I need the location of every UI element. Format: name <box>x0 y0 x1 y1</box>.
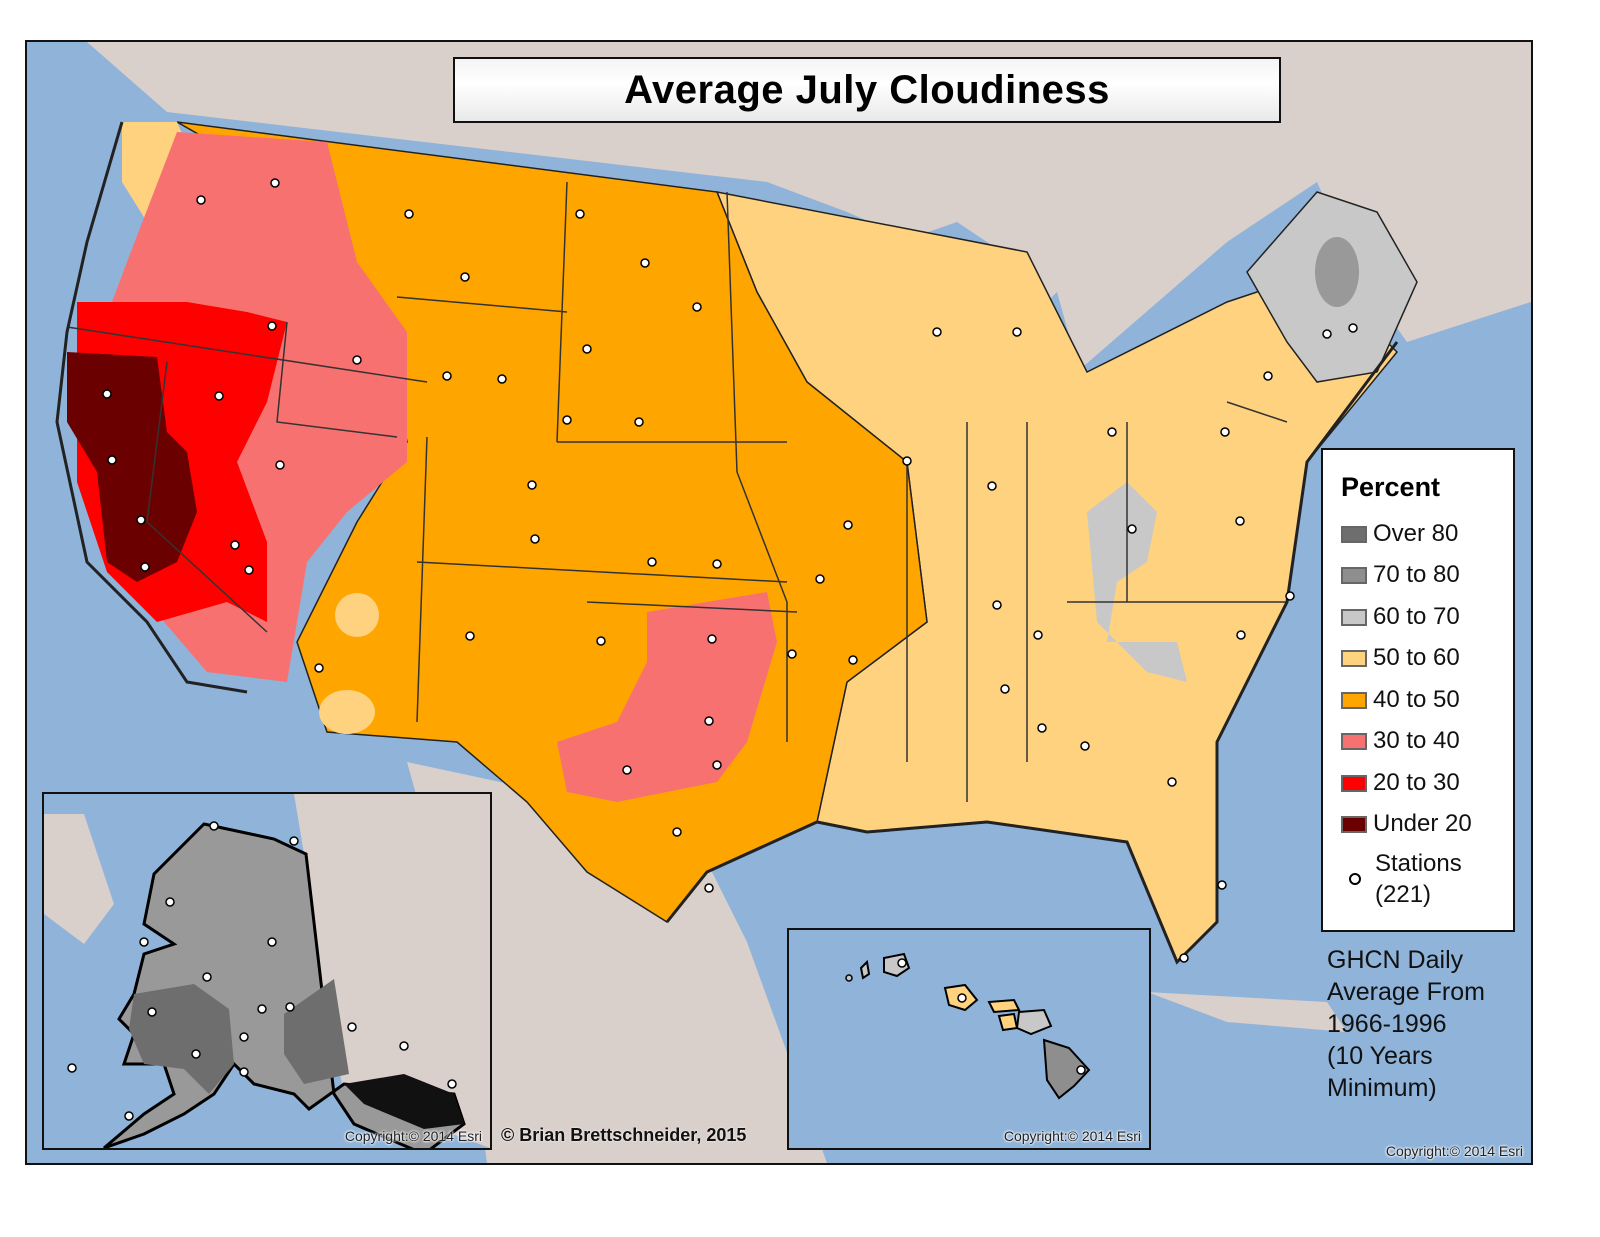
esri-credit-main: Copyright:© 2014 Esri <box>1385 1143 1523 1159</box>
legend-item-stations: Stations (221) <box>1341 848 1462 910</box>
hawaii-map <box>845 952 1091 1100</box>
station-dot-icon <box>1349 873 1361 885</box>
swatch-70-80 <box>1341 566 1367 584</box>
legend-item-40-50: 40 to 50 <box>1341 686 1460 714</box>
legend-title: Percent <box>1341 472 1441 502</box>
station-dots <box>102 178 1358 963</box>
swatch-50-60 <box>1341 649 1367 667</box>
map-title-box: Average July Cloudiness <box>453 57 1281 123</box>
esri-credit-alaska: Copyright:© 2014 Esri <box>344 1128 482 1144</box>
map-title: Average July Cloudiness <box>624 67 1110 112</box>
source-note-line: Minimum) <box>1327 1074 1437 1102</box>
stations-label: Stations (221) <box>1375 848 1462 910</box>
swatch-40-50 <box>1341 691 1367 709</box>
legend-label: 50 to 60 <box>1373 644 1460 671</box>
swatch-over-80 <box>1341 525 1367 543</box>
source-note-line: (10 Years <box>1327 1042 1433 1070</box>
legend-item-70-80: 70 to 80 <box>1341 561 1460 589</box>
source-note-line: 1966-1996 <box>1327 1010 1447 1038</box>
legend-item-30-40: 30 to 40 <box>1341 727 1460 755</box>
alaska-map <box>44 794 490 1148</box>
conus-map <box>55 42 1531 1163</box>
map-frame: Average July Cloudiness Copyright:© 2014… <box>25 40 1533 1165</box>
swatch-20-30 <box>1341 774 1367 792</box>
legend-label: 20 to 30 <box>1373 769 1460 796</box>
esri-credit-hawaii: Copyright:© 2014 Esri <box>1003 1128 1141 1144</box>
legend-item-under-20: Under 20 <box>1341 810 1472 838</box>
stations-text: Stations <box>1375 850 1462 877</box>
stations-count: (221) <box>1375 881 1432 908</box>
legend-item-over-80: Over 80 <box>1341 520 1458 548</box>
author-credit: © Brian Brettschneider, 2015 <box>501 1125 747 1145</box>
legend-item-50-60: 50 to 60 <box>1341 644 1460 672</box>
source-note-line: Average From <box>1327 978 1485 1006</box>
swatch-under-20 <box>1341 815 1367 833</box>
legend-label: 30 to 40 <box>1373 727 1460 754</box>
swatch-60-70 <box>1341 608 1367 626</box>
legend-item-20-30: 20 to 30 <box>1341 769 1460 797</box>
hawaii-inset: Copyright:© 2014 Esri <box>787 928 1151 1150</box>
legend-label: Under 20 <box>1373 810 1472 837</box>
legend-label: 60 to 70 <box>1373 603 1460 630</box>
swatch-30-40 <box>1341 732 1367 750</box>
source-note-line: GHCN Daily <box>1327 946 1464 974</box>
legend-label: 40 to 50 <box>1373 686 1460 713</box>
legend-label: Over 80 <box>1373 520 1459 547</box>
legend-label: 70 to 80 <box>1373 561 1460 588</box>
source-note: GHCN Daily Average From 1966-1996 (10 Ye… <box>1327 944 1527 1104</box>
alaska-inset: Copyright:© 2014 Esri <box>42 792 492 1150</box>
legend-item-60-70: 60 to 70 <box>1341 603 1460 631</box>
legend: Percent Over 80 70 to 80 60 to 70 50 to … <box>1321 448 1515 932</box>
